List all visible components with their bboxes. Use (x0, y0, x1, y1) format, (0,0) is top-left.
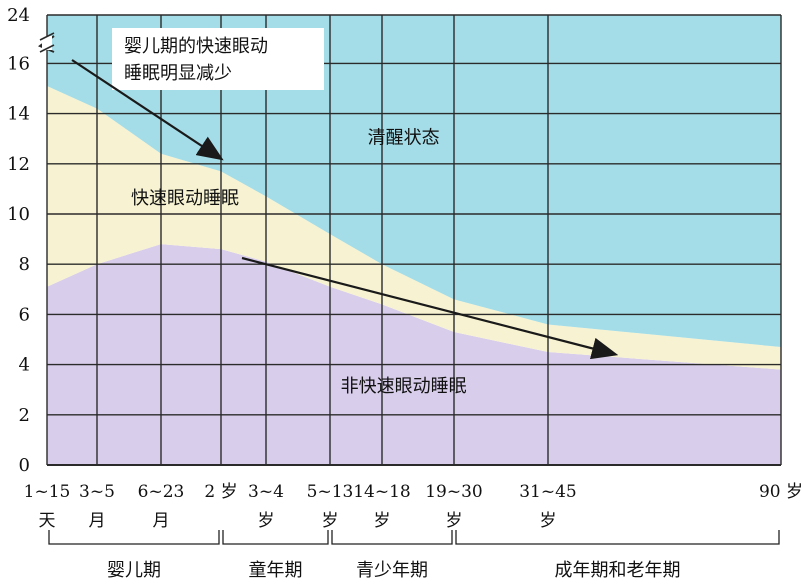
x-tick-label: 90 岁 (759, 482, 801, 502)
y-tick-label: 4 (19, 355, 30, 376)
y-tick-label: 8 (19, 254, 30, 275)
region-label: 快速眼动睡眠 (131, 188, 239, 209)
x-tick-label-unit: 岁 (322, 511, 339, 531)
annotation-text: 睡眠明显减少 (124, 63, 232, 84)
age-group-label: 童年期 (249, 560, 303, 581)
y-tick-label: 0 (19, 455, 30, 476)
annotation-box (112, 28, 324, 90)
age-group-label: 成年期和老年期 (555, 560, 681, 581)
x-tick-label-unit: 天 (39, 511, 56, 531)
age-group-bracket (455, 530, 780, 545)
y-tick-label: 14 (7, 104, 30, 125)
age-group-bracket (331, 530, 453, 545)
arrow-nrem-decrease (241, 256, 619, 360)
area-1 (47, 244, 781, 465)
x-tick-label-unit: 岁 (540, 511, 557, 531)
age-group-label: 青少年期 (356, 560, 428, 581)
age-group-bracket (222, 530, 329, 545)
axis-break-icon (39, 32, 55, 53)
y-tick-label: 24 (7, 5, 30, 26)
x-tick-label-unit: 月 (153, 511, 170, 531)
x-tick-label-unit: 月 (89, 511, 106, 531)
y-tick-label: 16 (7, 53, 30, 74)
age-group-bracket (48, 530, 220, 545)
x-tick-label: 5~13 (307, 482, 354, 502)
area-2 (47, 85, 781, 370)
x-tick-label-unit: 岁 (446, 511, 463, 531)
x-tick-label-unit: 岁 (374, 511, 391, 531)
x-tick-label: 14~18 (353, 482, 411, 502)
x-tick-label: 6~23 (138, 482, 185, 502)
x-tick-label: 31~45 (519, 482, 577, 502)
axis-break-gap (42, 36, 52, 50)
x-tick-label-unit: 岁 (258, 511, 275, 531)
y-tick-label: 10 (7, 204, 30, 225)
arrow-rem-decrease (71, 59, 224, 161)
annotation-text: 婴儿期的快速眼动 (124, 36, 268, 57)
x-tick-label: 2 岁 (204, 482, 237, 502)
x-tick-label: 19~30 (425, 482, 483, 502)
x-tick-label: 1~15 (24, 482, 71, 502)
x-tick-label: 3~4 (248, 482, 284, 502)
region-label: 清醒状态 (368, 128, 440, 149)
age-group-label: 婴儿期 (107, 560, 161, 581)
y-tick-label: 6 (19, 304, 30, 325)
region-label: 非快速眼动睡眠 (341, 376, 467, 397)
y-tick-label: 12 (7, 154, 30, 175)
y-tick-label: 2 (19, 405, 30, 426)
x-tick-label: 3~5 (79, 482, 115, 502)
